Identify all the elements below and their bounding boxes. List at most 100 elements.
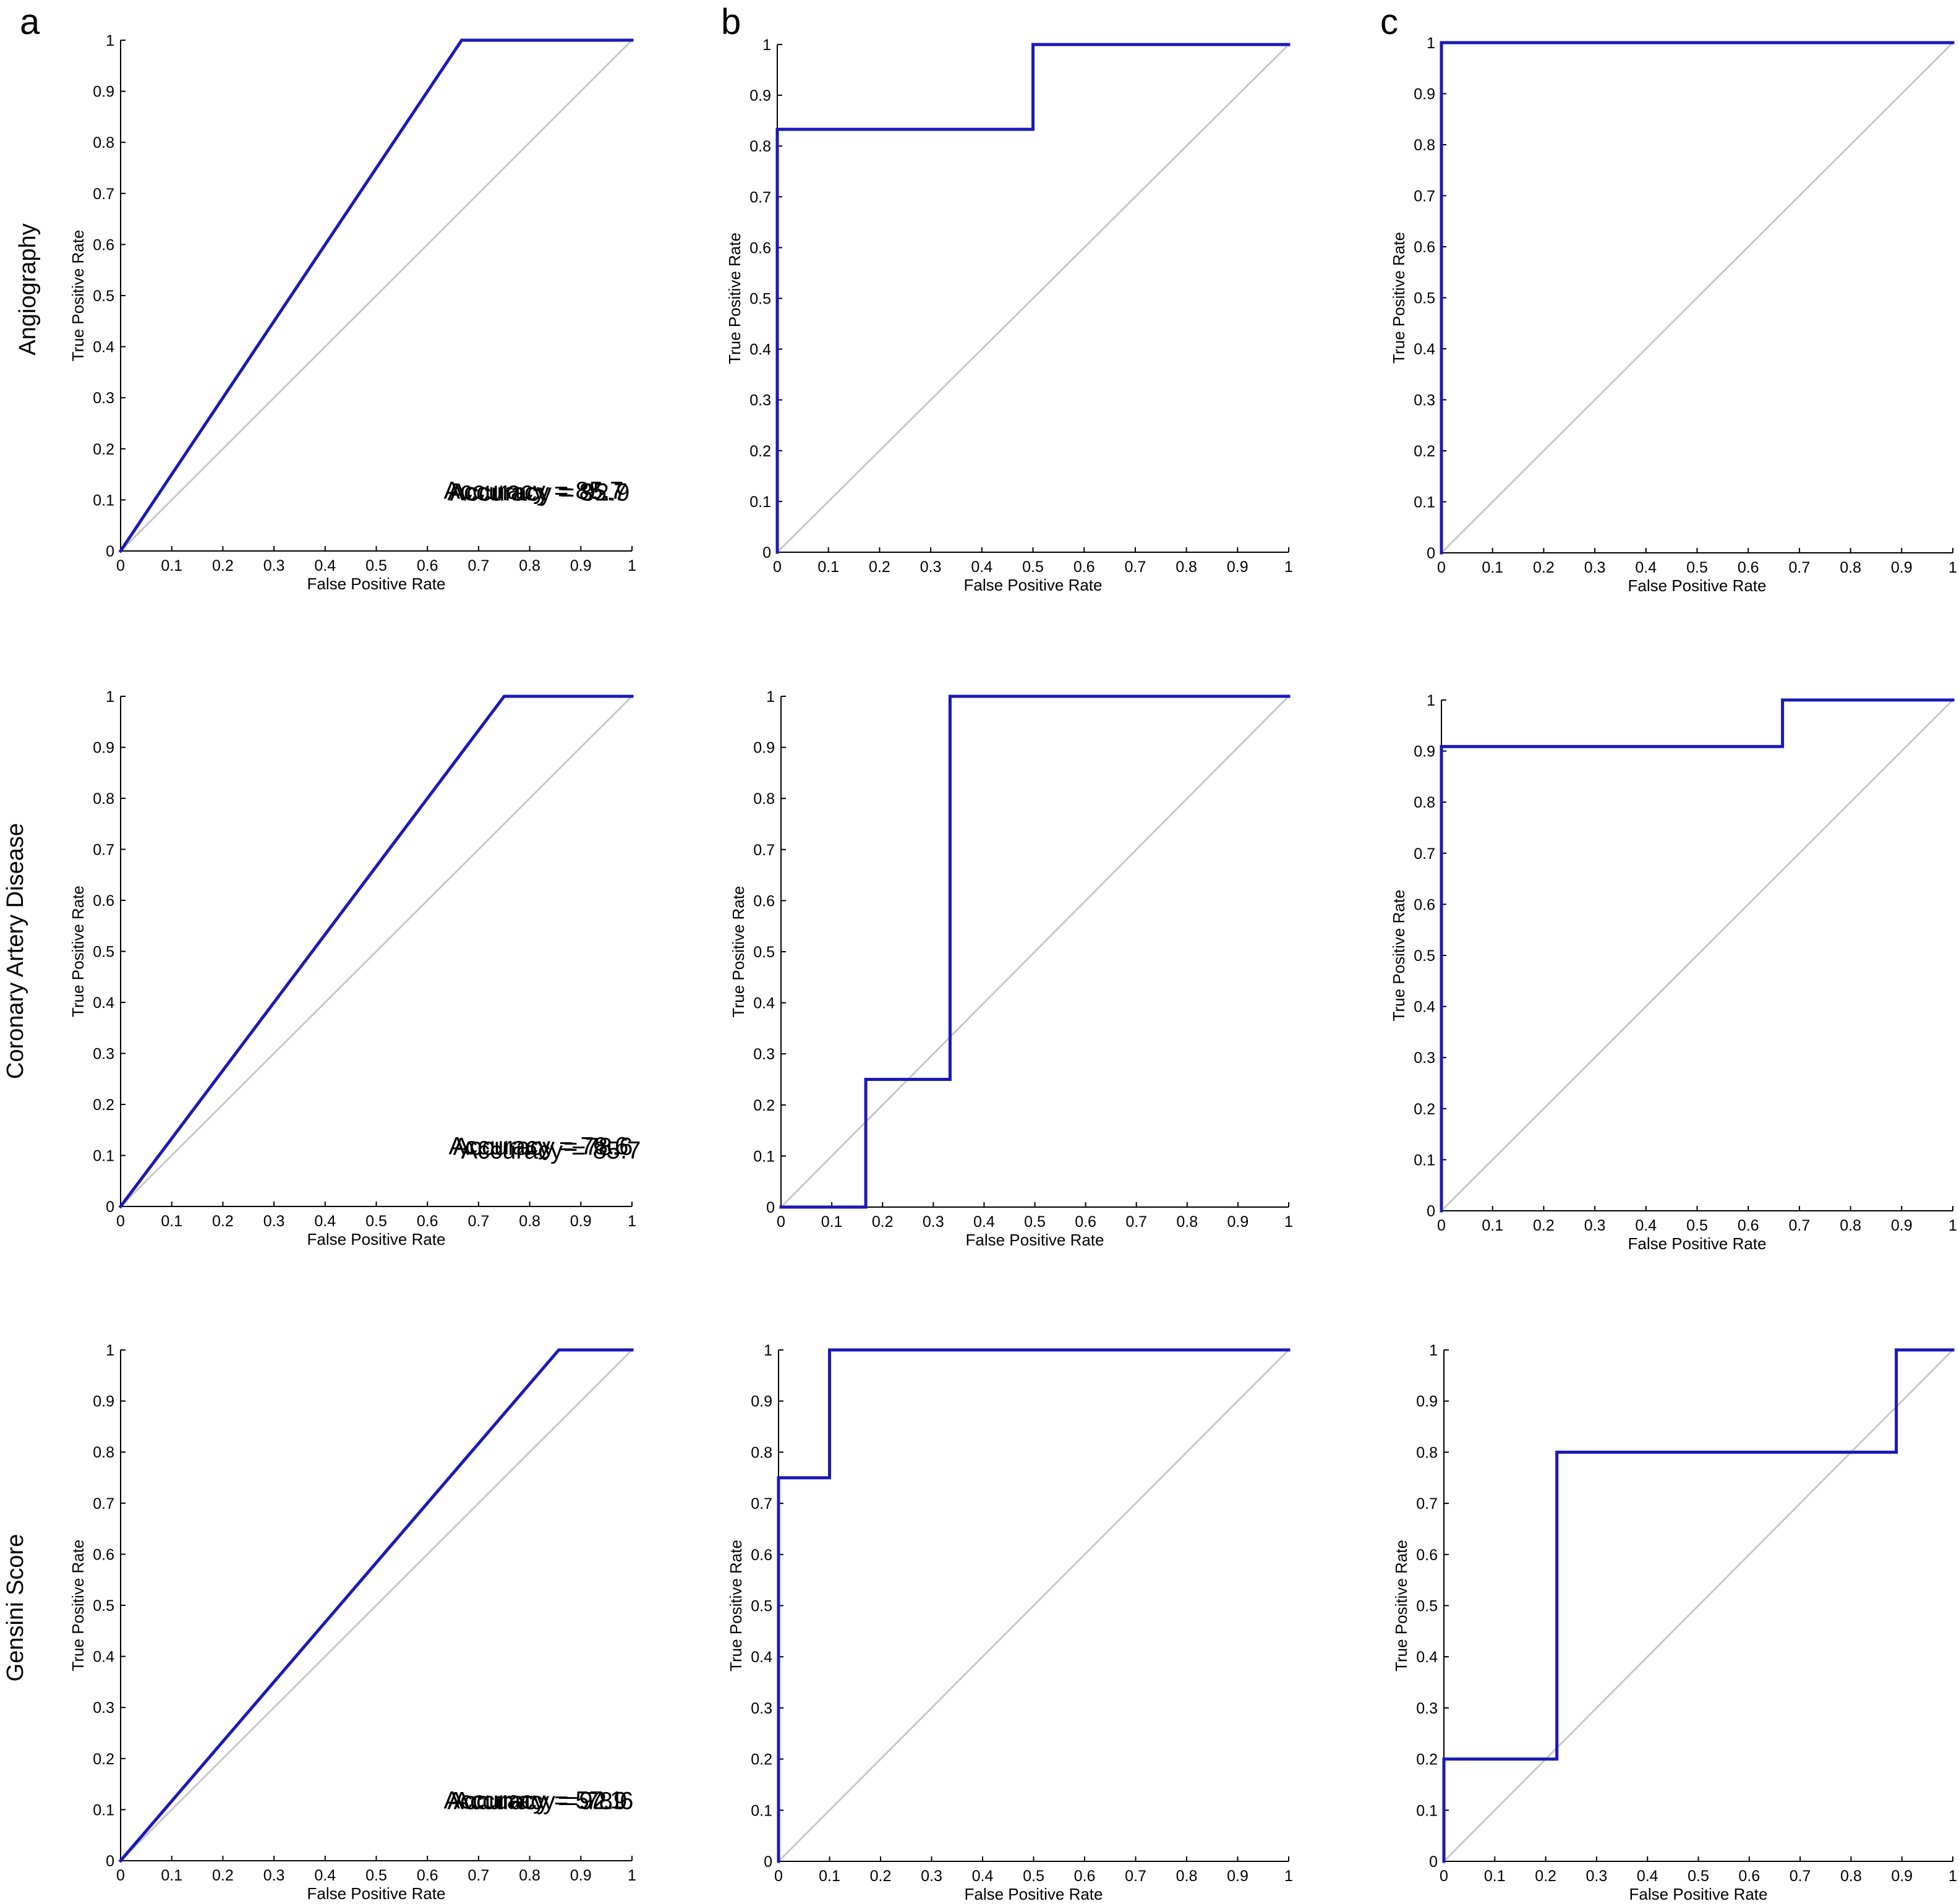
y-tick-label: 0.3 — [93, 390, 114, 407]
y-tick-label: 1 — [106, 32, 114, 49]
chance-diagonal-line — [1440, 698, 1955, 1213]
y-axis-label: True Positive Rate — [69, 230, 87, 362]
y-tick-label: 0.8 — [93, 134, 114, 152]
y-tick-label: 0.7 — [1414, 845, 1435, 863]
y-tick-label: 0.4 — [1414, 999, 1435, 1016]
y-tick-label: 0.5 — [93, 944, 114, 961]
roc-curve-line — [1440, 698, 1955, 1213]
roc-curve-line — [118, 694, 634, 1209]
x-tick-label: 0.7 — [1789, 1217, 1811, 1234]
x-tick-label: 0.1 — [161, 557, 182, 574]
y-tick-label: 0.1 — [1414, 494, 1435, 511]
y-tick-label: 0.9 — [1414, 743, 1435, 761]
accuracy-value: = 78.6 — [563, 1133, 633, 1160]
x-tick-label: 0 — [773, 558, 782, 576]
x-tick-label: 0.1 — [161, 1213, 182, 1230]
y-tick-label: 0.3 — [93, 1699, 114, 1717]
x-tick-label: 0.3 — [263, 1867, 285, 1884]
y-tick-label: 0.8 — [93, 790, 114, 808]
x-tick-label: 0.1 — [821, 1213, 843, 1231]
y-tick-label: 1 — [106, 688, 114, 706]
x-tick-label: 0.6 — [1738, 1217, 1759, 1234]
x-tick-label: 1 — [628, 1213, 636, 1230]
y-axis-label: True Positive Rate — [725, 233, 744, 364]
y-tick-label: 0.6 — [749, 239, 771, 257]
y-tick-label: 0.8 — [93, 1444, 114, 1461]
x-tick-label: 0.6 — [1738, 1868, 1760, 1885]
x-tick-label: 0.3 — [921, 1868, 942, 1885]
x-tick-label: 0.1 — [819, 1868, 840, 1885]
x-axis-label: False Positive Rate — [307, 574, 446, 593]
x-tick-label: 0.8 — [1840, 1868, 1862, 1885]
y-tick-label: 0.7 — [1414, 188, 1435, 205]
x-tick-label: 0.7 — [1789, 559, 1811, 576]
y-axis-label: True Positive Rate — [1392, 1540, 1411, 1671]
x-axis-label: False Positive Rate — [1628, 1234, 1767, 1253]
x-tick-label: 0 — [777, 1213, 785, 1231]
x-tick-label: 0.5 — [1688, 1868, 1709, 1885]
row-label-angiography: Angiography — [15, 223, 41, 355]
roc-curve-line — [118, 38, 634, 553]
x-tick-label: 0.8 — [519, 557, 540, 574]
x-tick-label: 0.4 — [972, 1868, 994, 1885]
plot-c-1: 0 0.1 0.2 0.3 0.4 0.5 0.6 0.7 0.8 0.9 1 0 0.1 0.2 0.3 0… — [450, 35, 1957, 595]
x-tick-label: 0.3 — [1586, 1868, 1608, 1885]
x-tick-label: 0.6 — [417, 1867, 438, 1884]
y-tick-label: 0.2 — [753, 1097, 775, 1114]
x-tick-label: 0.7 — [468, 557, 490, 574]
y-tick-label: 0.6 — [1414, 239, 1435, 256]
y-tick-label: 0 — [762, 544, 771, 561]
x-tick-label: 0.2 — [1533, 559, 1555, 576]
y-tick-label: 0.8 — [749, 138, 771, 155]
x-tick-label: 0.6 — [1738, 559, 1759, 576]
y-tick-label: 0.9 — [753, 740, 775, 757]
y-tick-label: 0.5 — [1414, 947, 1435, 965]
x-tick-label: 0.4 — [1635, 1217, 1657, 1234]
y-axis-label: True Positive Rate — [729, 886, 748, 1018]
accuracy-value: = 92.9 — [560, 479, 630, 506]
accuracy-value: = 85.7 — [554, 477, 623, 504]
accuracy-label: Accuracy — [448, 1787, 550, 1814]
x-tick-label: 0.6 — [1074, 1868, 1096, 1885]
y-tick-label: 0.4 — [751, 1649, 772, 1666]
y-tick-label: 0.5 — [1416, 1598, 1438, 1615]
chance-diagonal-line — [119, 38, 634, 553]
x-tick-label: 0.8 — [1176, 558, 1197, 576]
x-tick-label: 0.3 — [923, 1213, 944, 1231]
y-tick-label: 0.3 — [749, 392, 771, 409]
y-tick-label: 0.8 — [753, 790, 775, 808]
x-tick-label: 0.8 — [1840, 1217, 1861, 1234]
roc-curve-line — [779, 694, 1291, 1209]
y-tick-label: 0.1 — [751, 1802, 772, 1819]
y-tick-label: 0.9 — [749, 87, 771, 105]
y-tick-label: 1 — [766, 688, 775, 706]
y-tick-label: 0.2 — [1414, 1101, 1435, 1118]
row-label-coronary-artery-disease: Coronary Artery Disease — [2, 823, 28, 1079]
accuracy-label: Accuracy — [461, 1137, 563, 1164]
chance-diagonal-line — [775, 43, 1291, 554]
x-tick-label: 0.5 — [1686, 1217, 1708, 1234]
y-tick-label: 0.2 — [93, 1096, 114, 1114]
y-tick-label: 0 — [1427, 545, 1435, 562]
x-tick-label: 0 — [116, 1867, 125, 1884]
y-tick-label: 0.6 — [1416, 1547, 1438, 1564]
y-tick-label: 1 — [762, 36, 771, 54]
y-tick-label: 0.1 — [749, 493, 771, 511]
x-tick-label: 1 — [1948, 1868, 1957, 1885]
y-tick-label: 0.6 — [93, 1546, 114, 1563]
y-tick-label: 0.3 — [751, 1700, 772, 1717]
x-tick-label: 0.2 — [212, 1213, 234, 1230]
chance-diagonal-line — [119, 1348, 634, 1863]
y-tick-label: 0.8 — [751, 1444, 772, 1461]
y-axis-label: True Positive Rate — [727, 1540, 745, 1671]
y-tick-label: 0.1 — [1414, 1151, 1435, 1169]
y-tick-label: 0.1 — [93, 1148, 114, 1165]
x-tick-label: 1 — [628, 1867, 636, 1884]
y-tick-label: 0 — [764, 1853, 772, 1871]
y-tick-label: 0.7 — [93, 842, 114, 859]
x-tick-label: 1 — [1284, 558, 1293, 576]
x-tick-label: 0.1 — [1482, 1217, 1503, 1234]
y-tick-label: 0.9 — [93, 83, 114, 101]
y-tick-label: 0.2 — [1414, 443, 1435, 460]
